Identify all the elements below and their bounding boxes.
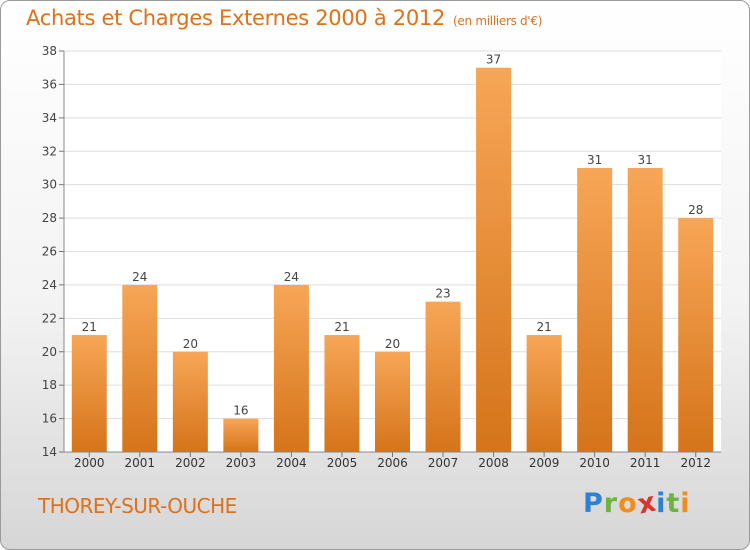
- x-tick-label: 2002: [175, 456, 206, 470]
- bar: [678, 218, 714, 452]
- bar-value-label: 16: [233, 404, 248, 418]
- logo-letter: P: [583, 488, 604, 519]
- x-tick-label: 2010: [579, 456, 610, 470]
- y-tick-label: 16: [42, 412, 57, 426]
- x-tick-label: 2007: [428, 456, 459, 470]
- x-tick-label: 2009: [529, 456, 560, 470]
- chart-unit: (en milliers d'€): [453, 14, 543, 28]
- y-tick-label: 20: [42, 345, 57, 359]
- y-tick-label: 32: [42, 144, 57, 158]
- bar-value-label: 24: [284, 270, 299, 284]
- x-tick-label: 2012: [680, 456, 711, 470]
- bar: [526, 335, 562, 452]
- y-tick-label: 38: [42, 44, 57, 58]
- bar: [122, 284, 158, 452]
- bar-value-label: 24: [132, 270, 147, 284]
- bar-value-label: 28: [688, 203, 703, 217]
- bar: [627, 167, 663, 453]
- bar: [273, 284, 309, 452]
- bar: [324, 335, 360, 452]
- y-tick-label: 36: [42, 77, 57, 91]
- bar-value-label: 21: [334, 320, 349, 334]
- x-tick-label: 2000: [74, 456, 105, 470]
- bar: [71, 335, 107, 452]
- y-tick-label: 14: [42, 445, 57, 459]
- chart-title-text: Achats et Charges Externes 2000 à 2012: [26, 6, 446, 30]
- x-tick-label: 2003: [226, 456, 257, 470]
- x-tick-label: 2004: [276, 456, 307, 470]
- bar-value-label: 31: [587, 153, 602, 167]
- bar-value-label: 21: [82, 320, 97, 334]
- y-tick-label: 30: [42, 178, 57, 192]
- x-tick-label: 2006: [377, 456, 408, 470]
- x-tick-label: 2008: [478, 456, 509, 470]
- logo-letter: r: [603, 488, 619, 519]
- y-tick-label: 24: [42, 278, 57, 292]
- bar-value-label: 21: [536, 320, 551, 334]
- bar: [425, 301, 461, 452]
- bar: [223, 418, 259, 452]
- bar-value-label: 37: [486, 53, 501, 67]
- y-tick-label: 28: [42, 211, 57, 225]
- y-tick-label: 26: [42, 245, 57, 259]
- logo-letter: i: [656, 488, 667, 519]
- bar-value-label: 31: [638, 153, 653, 167]
- bar-value-label: 20: [183, 337, 198, 351]
- logo-letter: t: [666, 488, 681, 519]
- commune-name: THOREY-SUR-OUCHE: [38, 494, 237, 518]
- bar-value-label: 23: [435, 287, 450, 301]
- y-tick-label: 18: [42, 378, 57, 392]
- bar: [577, 167, 613, 453]
- bar-value-label: 20: [385, 337, 400, 351]
- x-tick-label: 2001: [125, 456, 156, 470]
- bar: [375, 351, 410, 452]
- y-tick-label: 34: [42, 111, 57, 125]
- bar: [172, 351, 208, 452]
- proxiti-logo: Proxiti: [583, 486, 691, 520]
- x-tick-label: 2011: [630, 456, 661, 470]
- chart-title: Achats et Charges Externes 2000 à 2012 (e…: [26, 6, 542, 30]
- y-tick-label: 22: [42, 311, 57, 325]
- bar: [476, 67, 512, 452]
- x-tick-label: 2005: [327, 456, 358, 470]
- logo-letter: i: [680, 488, 691, 519]
- logo-letter: o: [618, 488, 638, 519]
